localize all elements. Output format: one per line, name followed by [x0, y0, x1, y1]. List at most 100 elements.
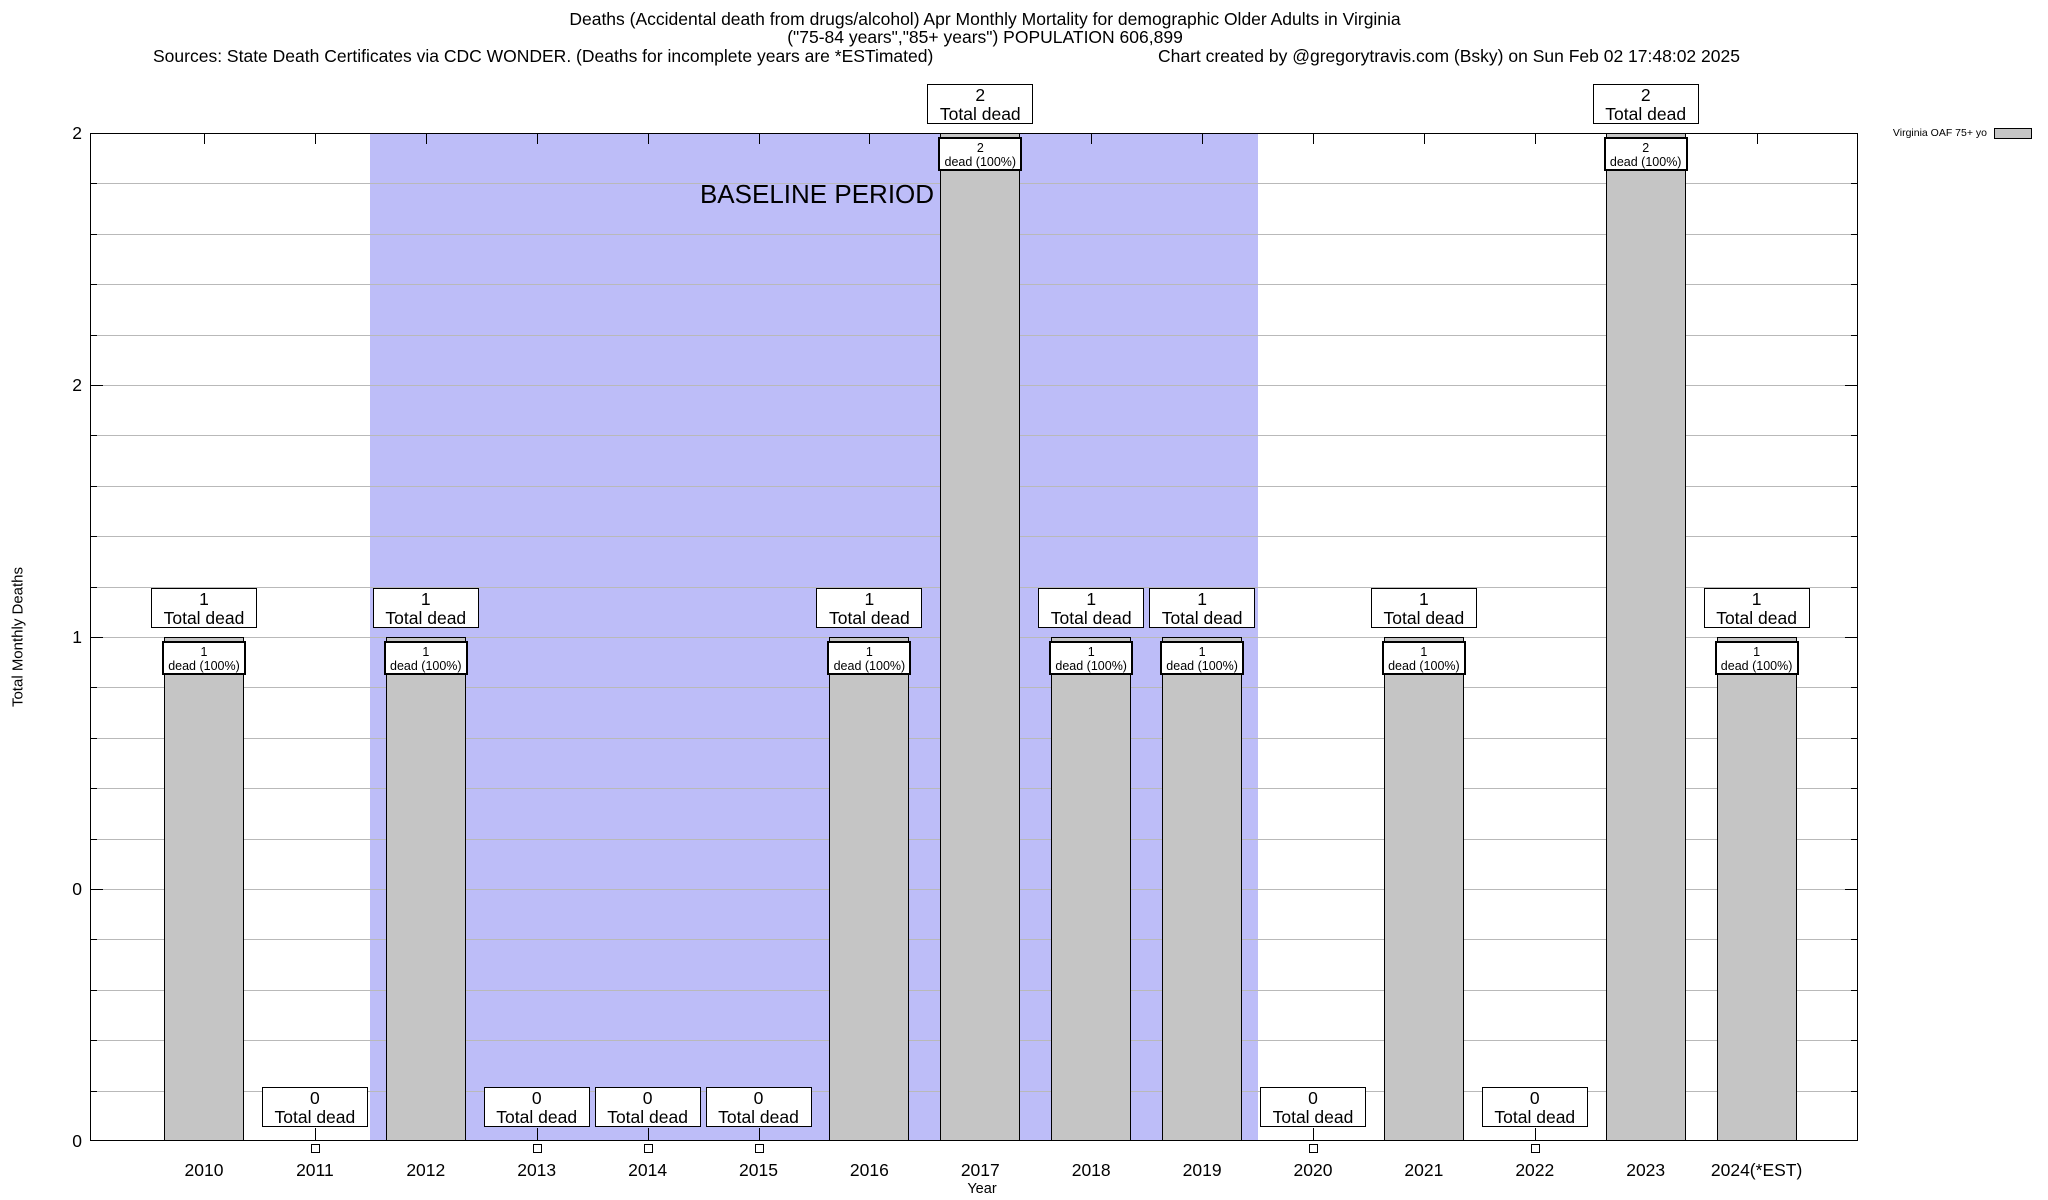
zero-marker-2011 — [310, 1144, 320, 1153]
bar-value-box-2024(*EST): 1 Total dead — [1703, 588, 1810, 628]
y-tick-right — [1851, 183, 1857, 185]
bar-inner-label-2017: 2 dead (100%) — [938, 137, 1023, 171]
y-tick-left — [91, 536, 97, 538]
bar-2012 — [385, 637, 466, 1141]
x-tick-label-2011: 2011 — [296, 1160, 334, 1180]
bar-2010 — [164, 637, 244, 1141]
bar-inner-label-2024(*EST): 1 dead (100%) — [1714, 641, 1799, 675]
y-tick-label: 2 — [72, 123, 82, 143]
y-tick-left — [91, 586, 97, 588]
x-tick-top — [1756, 134, 1758, 144]
x-tick-top — [1534, 134, 1536, 144]
bar-value-box-2012: 1 Total dead — [372, 588, 479, 628]
x-tick-label-2010: 2010 — [184, 1160, 224, 1180]
y-tick-right — [1851, 939, 1857, 941]
x-tick-label-2023: 2023 — [1626, 1160, 1666, 1180]
x-tick-bottom — [536, 1128, 538, 1141]
y-tick-right — [1851, 586, 1857, 588]
y-tick-label: 1 — [72, 627, 82, 647]
x-tick-label-2021: 2021 — [1404, 1160, 1444, 1180]
y-tick-left — [91, 637, 103, 638]
x-tick-top — [758, 134, 760, 144]
bar-value-box-2017: 2 Total dead — [927, 84, 1034, 124]
y-tick-right — [1845, 637, 1857, 638]
x-tick-label-2020: 2020 — [1293, 1160, 1333, 1180]
bar-inner-label-2010: 1 dead (100%) — [162, 641, 246, 675]
y-tick-label: 0 — [72, 879, 82, 899]
x-axis-title: Year — [967, 1181, 997, 1197]
x-tick-label-2019: 2019 — [1182, 1160, 1222, 1180]
x-tick-label-2012: 2012 — [406, 1160, 446, 1180]
bar-inner-label-2019: 1 dead (100%) — [1160, 641, 1245, 675]
y-tick-right — [1851, 989, 1857, 991]
bar-value-box-2016: 1 Total dead — [816, 588, 923, 628]
bar-value-box-2010: 1 Total dead — [151, 588, 257, 628]
y-tick-right — [1845, 385, 1857, 386]
x-tick-bottom — [1313, 1128, 1314, 1141]
zero-marker-2014 — [643, 1144, 653, 1153]
y-tick-left — [91, 1090, 97, 1092]
bar-value-box-2018: 1 Total dead — [1038, 588, 1145, 628]
y-tick-right — [1851, 536, 1857, 538]
bar-inner-label-2023: 2 dead (100%) — [1603, 137, 1688, 171]
credit-note: Chart created by @gregorytravis.com (Bsk… — [1158, 46, 1740, 66]
y-tick-left — [91, 233, 97, 235]
bar-2024(*EST) — [1716, 637, 1797, 1141]
x-tick-top — [647, 134, 649, 144]
x-tick-label-2014: 2014 — [628, 1160, 668, 1180]
x-tick-label-2018: 2018 — [1071, 1160, 1111, 1180]
x-tick-top — [1202, 134, 1204, 144]
x-tick-top — [1091, 134, 1093, 144]
x-tick-label-2017: 2017 — [960, 1160, 1000, 1180]
y-tick-left — [91, 485, 97, 487]
y-tick-left — [91, 1040, 97, 1042]
bar-2018 — [1051, 637, 1132, 1141]
x-tick-label-2015: 2015 — [739, 1160, 778, 1180]
y-tick-left — [91, 334, 97, 336]
bar-value-box-2013: 0 Total dead — [483, 1087, 590, 1127]
sources-note: Sources: State Death Certificates via CD… — [153, 46, 934, 66]
y-tick-label: 2 — [72, 375, 82, 395]
x-tick-bottom — [647, 1128, 649, 1141]
y-tick-right — [1851, 485, 1857, 487]
bar-value-box-2015: 0 Total dead — [705, 1087, 812, 1127]
x-tick-bottom — [1534, 1128, 1536, 1141]
bar-value-box-2019: 1 Total dead — [1149, 588, 1256, 628]
y-tick-left — [91, 788, 97, 790]
y-tick-right — [1851, 284, 1857, 286]
bar-2017 — [940, 133, 1021, 1141]
legend: Virginia OAF 75+ yo — [1893, 127, 2032, 139]
bar-2023 — [1605, 133, 1686, 1141]
x-tick-top — [869, 134, 871, 144]
x-tick-top — [1313, 134, 1314, 144]
x-tick-label-2024(*EST): 2024(*EST) — [1710, 1160, 1803, 1180]
y-tick-left — [91, 737, 97, 739]
bar-value-box-2023: 2 Total dead — [1592, 84, 1699, 124]
chart-title-line2: ("75-84 years","85+ years") POPULATION 6… — [787, 27, 1183, 47]
y-tick-left — [91, 939, 97, 941]
y-tick-right — [1851, 334, 1857, 336]
baseline-period-annotation: BASELINE PERIOD — [699, 179, 935, 209]
x-tick-bottom — [758, 1128, 760, 1141]
x-tick-label-2013: 2013 — [517, 1160, 557, 1180]
y-tick-left — [91, 687, 97, 689]
y-tick-left — [91, 989, 97, 991]
x-tick-label-2022: 2022 — [1515, 1160, 1555, 1180]
y-tick-left — [91, 183, 97, 185]
bar-value-box-2022: 0 Total dead — [1481, 1087, 1588, 1127]
x-tick-top — [425, 134, 427, 144]
bar-value-box-2021: 1 Total dead — [1370, 588, 1477, 628]
zero-marker-2020 — [1309, 1144, 1318, 1153]
bar-inner-label-2016: 1 dead (100%) — [827, 641, 912, 675]
y-tick-left — [91, 889, 103, 890]
y-tick-right — [1851, 1090, 1857, 1092]
y-tick-left — [91, 435, 97, 437]
bar-inner-label-2012: 1 dead (100%) — [383, 641, 468, 675]
legend-label: Virginia OAF 75+ yo — [1892, 127, 1987, 139]
x-tick-top — [314, 134, 316, 144]
y-tick-right — [1851, 788, 1857, 790]
bar-value-box-2014: 0 Total dead — [594, 1087, 701, 1127]
x-tick-label-2016: 2016 — [849, 1160, 889, 1180]
bar-2016 — [829, 637, 910, 1141]
